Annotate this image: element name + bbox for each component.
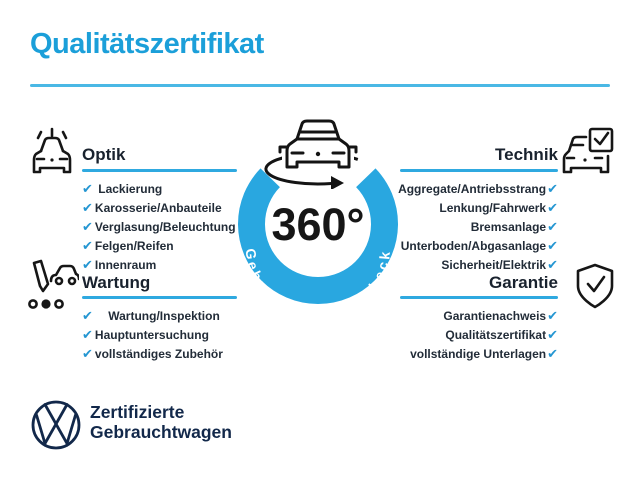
checklist-item: Unterboden/Abgasanlage ✔ <box>398 236 558 255</box>
checklist-item-label: Qualitätszertifikat <box>445 327 547 342</box>
checklist-item-label: Sicherheit/Elektrik <box>441 257 547 272</box>
checklist-item-label: vollständiges Zubehör <box>94 346 223 361</box>
checklist-item: Lenkung/Fahrwerk ✔ <box>398 198 558 217</box>
check-icon: ✔ <box>547 346 558 361</box>
checklist-item-label: Karosserie/Anbauteile <box>94 200 222 215</box>
checklist-item: Garantienachweis ✔ <box>410 306 558 325</box>
check-icon: ✔ <box>547 327 558 342</box>
checklist-item-label: Garantienachweis <box>443 308 547 323</box>
car-front-shine-icon <box>32 127 72 174</box>
check-icon: ✔ <box>82 308 93 323</box>
checklist-item-label: Innenraum <box>94 257 157 272</box>
checklist-item-label: vollständige Unterlagen <box>410 346 547 361</box>
garantie-divider <box>400 296 558 299</box>
check-icon: ✔ <box>82 181 93 196</box>
shield-check-icon <box>576 263 614 309</box>
check-icon: ✔ <box>82 219 93 234</box>
checklist-item: ✔ Wartung/Inspektion <box>82 306 223 325</box>
checklist-item-label: Unterboden/Abgasanlage <box>400 238 547 253</box>
check-icon: ✔ <box>547 181 558 196</box>
gebrauchtwagen-check-ring: Gebrauchtwagen-Check 360° <box>238 168 398 311</box>
ring-arc <box>238 168 398 305</box>
check-icon: ✔ <box>82 327 93 342</box>
section-title-garantie: Garantie <box>489 273 558 292</box>
checklist-item-label: Lenkung/Fahrwerk <box>439 200 547 215</box>
technik-divider <box>400 169 558 172</box>
checklist-item-label: Verglasung/Beleuchtung <box>94 219 236 234</box>
section-title-wartung: Wartung <box>82 273 151 292</box>
pencil-car-dots-icon <box>28 259 79 309</box>
wartung-checklist: ✔ Wartung/Inspektion ✔ Hauptuntersuchung… <box>82 306 223 363</box>
wartung-divider <box>82 296 237 299</box>
checklist-item-label: Hauptuntersuchung <box>94 327 209 342</box>
header-divider <box>30 84 610 87</box>
checklist-item: Bremsanlage ✔ <box>398 217 558 236</box>
checklist-item: ✔ Innenraum <box>82 255 236 274</box>
checklist-item: ✔ Lackierung <box>82 179 236 198</box>
brand-wordmark: Zertifizierte Gebrauchtwagen <box>90 402 232 442</box>
checklist-item-label: Bremsanlage <box>470 219 547 234</box>
checklist-item-label: Wartung/Inspektion <box>94 308 220 323</box>
check-icon: ✔ <box>82 257 93 272</box>
checklist-item: Qualitätszertifikat ✔ <box>410 325 558 344</box>
check-icon: ✔ <box>82 346 93 361</box>
check-icon: ✔ <box>82 200 93 215</box>
checklist-item-label: Felgen/Reifen <box>94 238 174 253</box>
technik-checklist: Aggregate/Antriebsstrang ✔ Lenkung/Fahrw… <box>398 179 558 274</box>
brand-line-1: Zertifizierte <box>90 402 185 422</box>
check-icon: ✔ <box>547 200 558 215</box>
checklist-item: Aggregate/Antriebsstrang ✔ <box>398 179 558 198</box>
page-title: Qualitätszertifikat <box>30 28 264 60</box>
car-checkbox-icon <box>562 127 614 174</box>
check-icon: ✔ <box>547 257 558 272</box>
vw-logo <box>31 400 81 450</box>
checklist-item-label: Lackierung <box>94 181 163 196</box>
check-icon: ✔ <box>547 238 558 253</box>
check-icon: ✔ <box>547 219 558 234</box>
checklist-item-label: Aggregate/Antriebsstrang <box>398 181 547 196</box>
checklist-item: ✔ Karosserie/Anbauteile <box>82 198 236 217</box>
checklist-item: ✔ Verglasung/Beleuchtung <box>82 217 236 236</box>
check-icon: ✔ <box>82 238 93 253</box>
checklist-item: ✔ Felgen/Reifen <box>82 236 236 255</box>
checklist-item: ✔ vollständiges Zubehör <box>82 344 223 363</box>
rotation-arrowhead <box>331 176 344 189</box>
optik-checklist: ✔ Lackierung ✔ Karosserie/Anbauteile ✔ V… <box>82 179 236 274</box>
optik-divider <box>82 169 237 172</box>
degree-label: 360° <box>271 199 364 250</box>
section-title-technik: Technik <box>495 145 558 164</box>
brand-line-2: Gebrauchtwagen <box>90 422 232 442</box>
checklist-item: Sicherheit/Elektrik ✔ <box>398 255 558 274</box>
garantie-checklist: Garantienachweis ✔ Qualitätszertifikat ✔… <box>410 306 558 363</box>
check-icon: ✔ <box>547 308 558 323</box>
section-title-optik: Optik <box>82 145 126 164</box>
checklist-item: ✔ Hauptuntersuchung <box>82 325 223 344</box>
car-rotation-360-icon <box>264 117 359 189</box>
checklist-item: vollständige Unterlagen ✔ <box>410 344 558 363</box>
